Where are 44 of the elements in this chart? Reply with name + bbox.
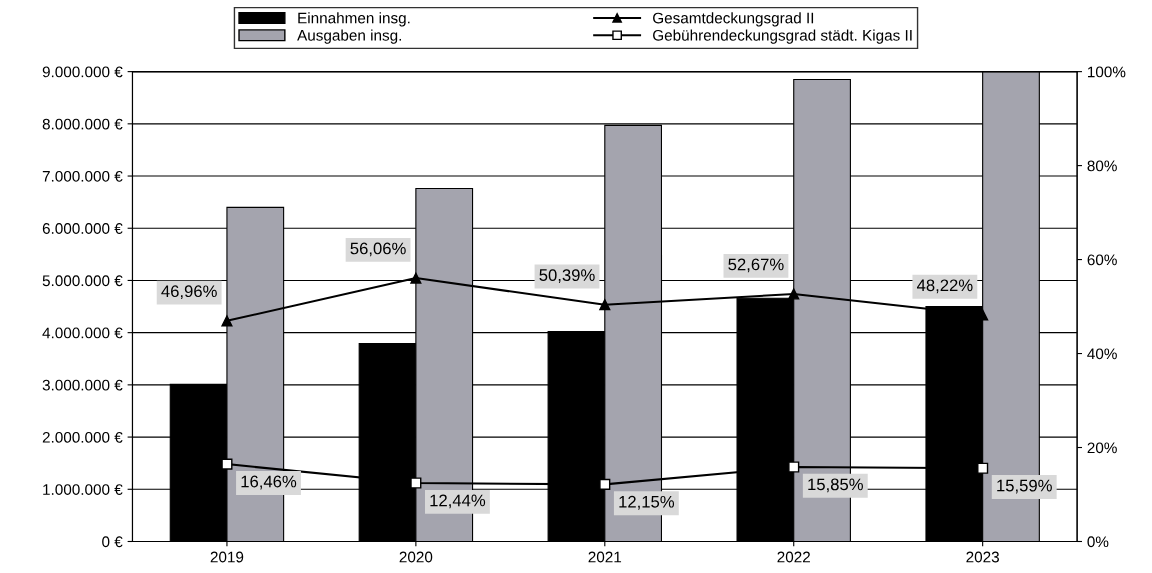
y-tick-label: 1.000.000 €: [43, 484, 123, 495]
legend-label: Gesamtdeckungsgrad II: [653, 12, 814, 27]
y-tick-label: 2.000.000 €: [42, 431, 123, 443]
data-label: 50,39%: [539, 269, 595, 283]
y-tick-label: 3.000.000 €: [42, 379, 123, 391]
y2-tick-label: 100%: [1088, 66, 1126, 78]
data-label: 48,22%: [916, 279, 973, 294]
point: [410, 477, 422, 489]
x-tick-label: 2023: [966, 551, 999, 563]
y-tick-label: 6.000.000 €: [42, 223, 123, 234]
y2-tick-label: 0%: [1087, 536, 1109, 548]
point: [599, 478, 611, 490]
y-tick-label: 4.000.000 €: [42, 327, 123, 339]
y-tick-label: 8.000.000 €: [42, 118, 123, 130]
y-tick-label: 7.000.000 €: [42, 170, 123, 182]
x-tick-label: 2020: [399, 551, 433, 563]
y2-tick-label: 60%: [1087, 254, 1117, 266]
point: [599, 299, 611, 311]
x-tick-label: 2021: [588, 551, 622, 563]
data-label: 15,85%: [808, 478, 863, 493]
point: [788, 461, 800, 473]
point: [788, 288, 800, 300]
data-label: 52,67%: [728, 258, 784, 273]
data-label: 46,96%: [161, 285, 217, 300]
y2-tick-label: 80%: [1087, 160, 1117, 172]
point: [977, 462, 989, 474]
data-label: 12,15%: [619, 495, 675, 510]
y2-tick-label: 40%: [1087, 348, 1117, 360]
point: [221, 315, 233, 327]
data-label: 15,59%: [997, 479, 1052, 494]
data-label: 12,44%: [430, 494, 486, 509]
y-tick-label: 9.000.000 €: [42, 66, 123, 78]
legend-label: Gebührendeckungsgrad städt. Kigas II: [653, 29, 912, 44]
x-tick-label: 2019: [210, 551, 244, 563]
legend-label: Einnahmen insg.: [298, 12, 410, 27]
legend-label: Ausgaben insg.: [297, 29, 402, 44]
data-label: 56,06%: [350, 242, 406, 257]
y-tick-label: 5.000.000 €: [42, 275, 123, 287]
y-tick-label: 0 €: [102, 536, 123, 548]
point: [410, 272, 422, 284]
data-label: 16,46%: [241, 475, 297, 490]
point: [221, 458, 233, 470]
y2-tick-label: 20%: [1087, 442, 1117, 454]
x-tick-label: 2022: [777, 551, 810, 563]
